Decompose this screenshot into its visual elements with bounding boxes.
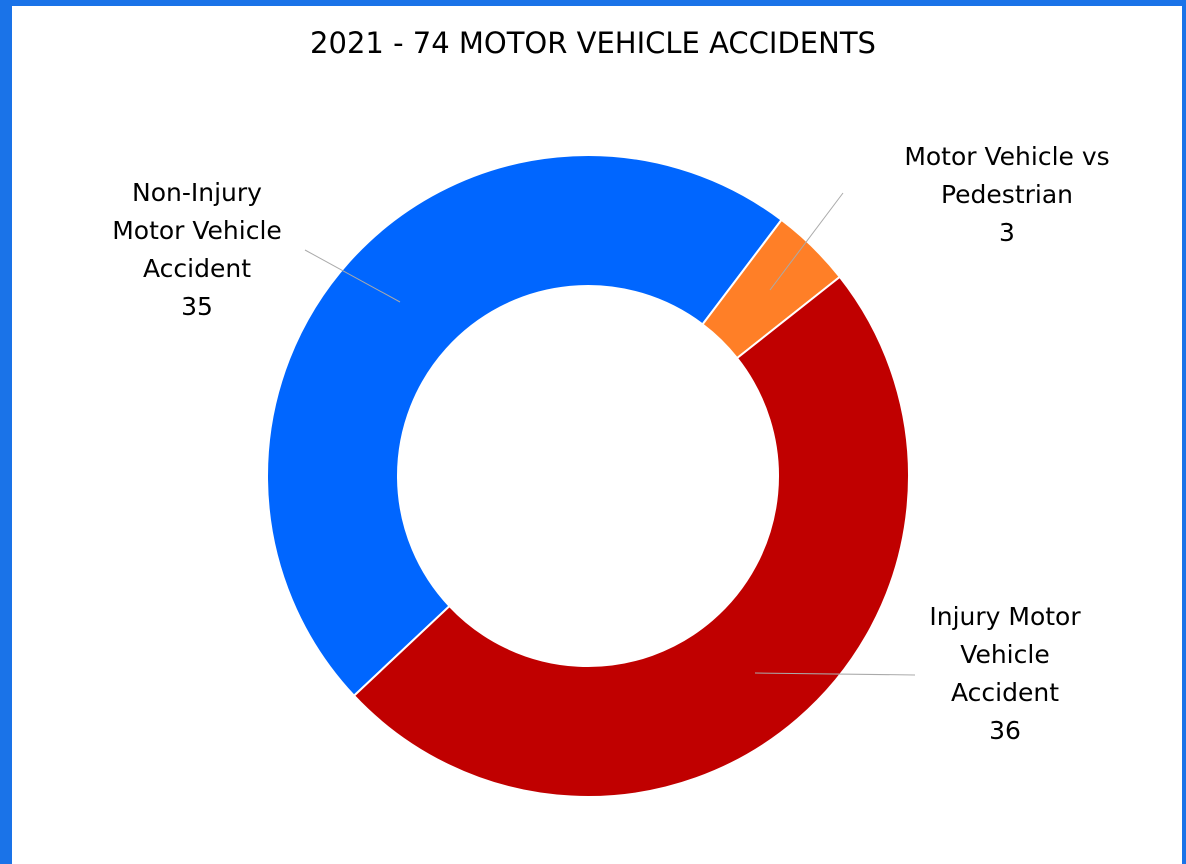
- category-label: Motor Vehicle vs Pedestrian: [904, 142, 1110, 209]
- category-label: Injury Motor Vehicle Accident: [929, 602, 1081, 707]
- value-label: 3: [999, 218, 1015, 247]
- value-label: 36: [989, 716, 1021, 745]
- segments: [266, 153, 910, 798]
- chart-title: 2021 - 74 MOTOR VEHICLE ACCIDENTS: [310, 26, 876, 60]
- leader-line: [304, 249, 401, 303]
- leader-line: [754, 672, 916, 676]
- data-label: Injury Motor Vehicle Accident 36: [915, 598, 1095, 750]
- donut-segment: [266, 153, 783, 698]
- leader-line: [769, 192, 844, 291]
- category-label: Non-Injury Motor Vehicle Accident: [112, 178, 282, 283]
- donut-segment: [352, 275, 910, 798]
- value-label: 35: [181, 292, 213, 321]
- data-label: Motor Vehicle vs Pedestrian 3: [877, 138, 1137, 252]
- data-label: Non-Injury Motor Vehicle Accident 35: [107, 174, 287, 326]
